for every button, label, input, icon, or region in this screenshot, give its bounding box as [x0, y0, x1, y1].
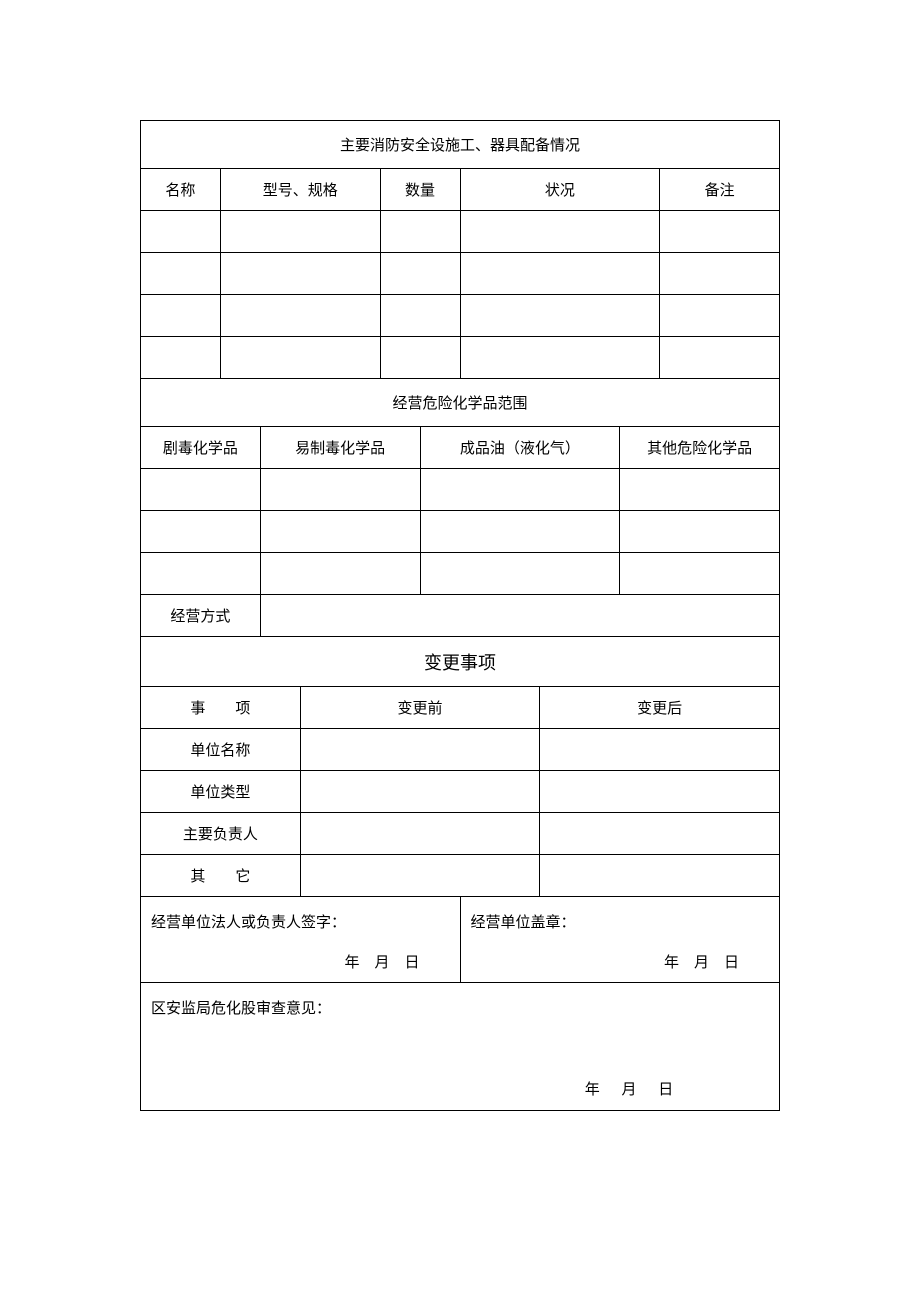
- s2-cell[interactable]: [141, 553, 261, 595]
- review-date[interactable]: 年 月 日: [141, 1067, 780, 1111]
- s2-h-c2: 易制毒化学品: [260, 427, 420, 469]
- s1-cell[interactable]: [141, 337, 221, 379]
- s2-cell[interactable]: [141, 511, 261, 553]
- signature-date-row: 年 月 日 年 月 日: [141, 941, 780, 983]
- section1-title: 主要消防安全设施工、器具配备情况: [141, 121, 780, 169]
- s1-cell[interactable]: [660, 211, 780, 253]
- s3-cell[interactable]: [540, 813, 780, 855]
- s1-cell[interactable]: [380, 211, 460, 253]
- s2-h-c1: 剧毒化学品: [141, 427, 261, 469]
- s2-cell[interactable]: [420, 511, 620, 553]
- business-mode-label: 经营方式: [141, 595, 261, 637]
- stamp-date[interactable]: 年 月 日: [460, 941, 780, 983]
- s1-cell[interactable]: [220, 295, 380, 337]
- s3-item-label: 单位名称: [141, 729, 301, 771]
- s2-row: [141, 469, 780, 511]
- s1-cell[interactable]: [660, 253, 780, 295]
- sign-label: 经营单位法人或负责人签字：: [141, 897, 461, 941]
- business-mode-value[interactable]: [260, 595, 779, 637]
- s3-h-after: 变更后: [540, 687, 780, 729]
- s3-row: 其 它: [141, 855, 780, 897]
- section1-header-row: 名称 型号、规格 数量 状况 备注: [141, 169, 780, 211]
- sign-date[interactable]: 年 月 日: [141, 941, 461, 983]
- s2-cell[interactable]: [620, 553, 780, 595]
- section2-header-row: 剧毒化学品 易制毒化学品 成品油（液化气） 其他危险化学品: [141, 427, 780, 469]
- s1-cell[interactable]: [660, 337, 780, 379]
- s1-cell[interactable]: [220, 253, 380, 295]
- s3-cell[interactable]: [300, 729, 540, 771]
- s2-cell[interactable]: [620, 511, 780, 553]
- s1-row: [141, 253, 780, 295]
- s3-item-label: 主要负责人: [141, 813, 301, 855]
- s1-cell[interactable]: [141, 253, 221, 295]
- s1-cell[interactable]: [220, 337, 380, 379]
- s1-h-qty: 数量: [380, 169, 460, 211]
- s1-h-model: 型号、规格: [220, 169, 380, 211]
- s1-cell[interactable]: [141, 211, 221, 253]
- s1-cell[interactable]: [141, 295, 221, 337]
- s1-cell[interactable]: [460, 295, 660, 337]
- stamp-label: 经营单位盖章：: [460, 897, 780, 941]
- s3-cell[interactable]: [540, 729, 780, 771]
- s1-row: [141, 337, 780, 379]
- s3-item-label: 其 它: [141, 855, 301, 897]
- s2-row: [141, 553, 780, 595]
- business-mode-row: 经营方式: [141, 595, 780, 637]
- s3-h-item: 事 项: [141, 687, 301, 729]
- s3-cell[interactable]: [540, 771, 780, 813]
- s2-h-c3: 成品油（液化气）: [420, 427, 620, 469]
- s2-cell[interactable]: [260, 553, 420, 595]
- s1-cell[interactable]: [460, 337, 660, 379]
- s1-cell[interactable]: [380, 295, 460, 337]
- s3-row: 单位类型: [141, 771, 780, 813]
- s1-cell[interactable]: [460, 211, 660, 253]
- section3-header-row: 事 项 变更前 变更后: [141, 687, 780, 729]
- review-label: 区安监局危化股审查意见：: [141, 983, 780, 1067]
- s2-cell[interactable]: [260, 469, 420, 511]
- s2-cell[interactable]: [141, 469, 261, 511]
- s1-cell[interactable]: [220, 211, 380, 253]
- s2-cell[interactable]: [620, 469, 780, 511]
- s1-row: [141, 295, 780, 337]
- s3-row: 主要负责人: [141, 813, 780, 855]
- s1-cell[interactable]: [660, 295, 780, 337]
- s2-cell[interactable]: [260, 511, 420, 553]
- s3-cell[interactable]: [300, 771, 540, 813]
- s3-row: 单位名称: [141, 729, 780, 771]
- s2-h-c4: 其他危险化学品: [620, 427, 780, 469]
- form-table: 主要消防安全设施工、器具配备情况 名称 型号、规格 数量 状况 备注 经: [140, 120, 780, 1111]
- signature-row: 经营单位法人或负责人签字： 经营单位盖章：: [141, 897, 780, 941]
- s1-cell[interactable]: [460, 253, 660, 295]
- s2-row: [141, 511, 780, 553]
- section3-title: 变更事项: [141, 637, 780, 687]
- s1-h-name: 名称: [141, 169, 221, 211]
- s1-row: [141, 211, 780, 253]
- s3-h-before: 变更前: [300, 687, 540, 729]
- section2-title: 经营危险化学品范围: [141, 379, 780, 427]
- s2-cell[interactable]: [420, 469, 620, 511]
- s1-h-status: 状况: [460, 169, 660, 211]
- s1-cell[interactable]: [380, 253, 460, 295]
- s1-cell[interactable]: [380, 337, 460, 379]
- s2-cell[interactable]: [420, 553, 620, 595]
- s1-h-remark: 备注: [660, 169, 780, 211]
- s3-cell[interactable]: [540, 855, 780, 897]
- s3-cell[interactable]: [300, 855, 540, 897]
- s3-cell[interactable]: [300, 813, 540, 855]
- s3-item-label: 单位类型: [141, 771, 301, 813]
